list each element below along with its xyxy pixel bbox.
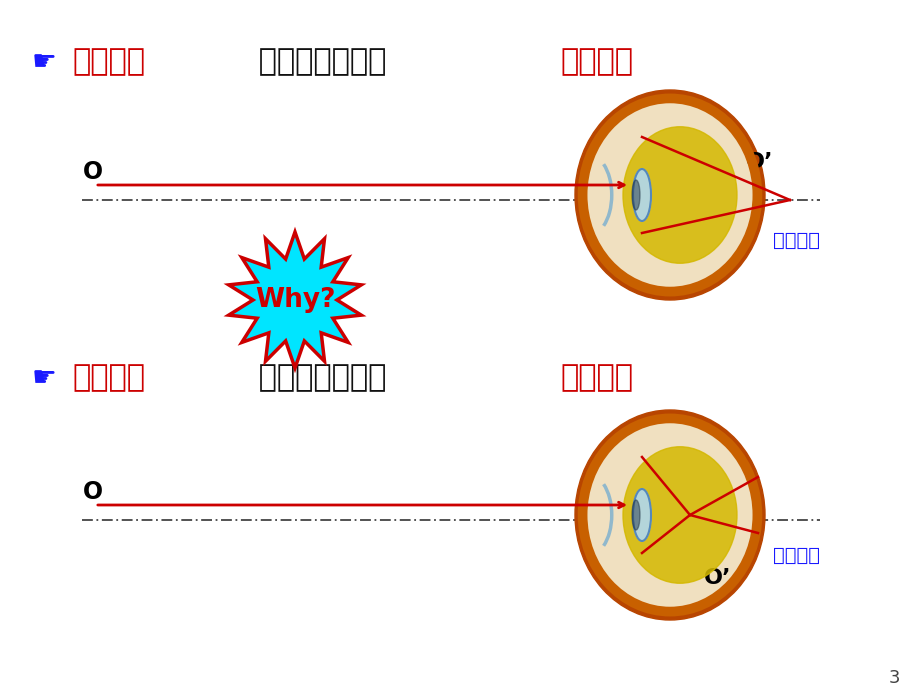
Text: ☛: ☛ (32, 364, 57, 392)
Text: ☛: ☛ (32, 48, 57, 76)
Text: O’: O’ (745, 152, 773, 172)
Ellipse shape (574, 90, 765, 300)
Text: 平行光线聚焦在: 平行光线聚焦在 (248, 364, 386, 393)
Text: 远视眼：: 远视眼： (72, 48, 145, 77)
Ellipse shape (622, 446, 736, 583)
Ellipse shape (632, 489, 651, 541)
Polygon shape (229, 232, 361, 368)
Ellipse shape (585, 422, 753, 607)
Ellipse shape (631, 500, 640, 530)
Text: 3: 3 (888, 669, 899, 687)
Ellipse shape (585, 103, 753, 288)
Ellipse shape (574, 410, 765, 620)
Text: Why?: Why? (255, 287, 335, 313)
Text: 正立像？: 正立像？ (772, 230, 819, 250)
Text: 视网膜前: 视网膜前 (560, 364, 632, 393)
Text: O: O (83, 480, 103, 504)
Ellipse shape (632, 169, 651, 221)
Ellipse shape (631, 180, 640, 210)
Text: 视网膜后: 视网膜后 (560, 48, 632, 77)
Text: O’: O’ (703, 568, 731, 588)
Text: 近视眼：: 近视眼： (72, 364, 145, 393)
Text: O: O (83, 160, 103, 184)
Ellipse shape (622, 127, 736, 264)
Text: 平行光线聚焦在: 平行光线聚焦在 (248, 48, 386, 77)
Text: 倒立像？: 倒立像？ (772, 546, 819, 564)
